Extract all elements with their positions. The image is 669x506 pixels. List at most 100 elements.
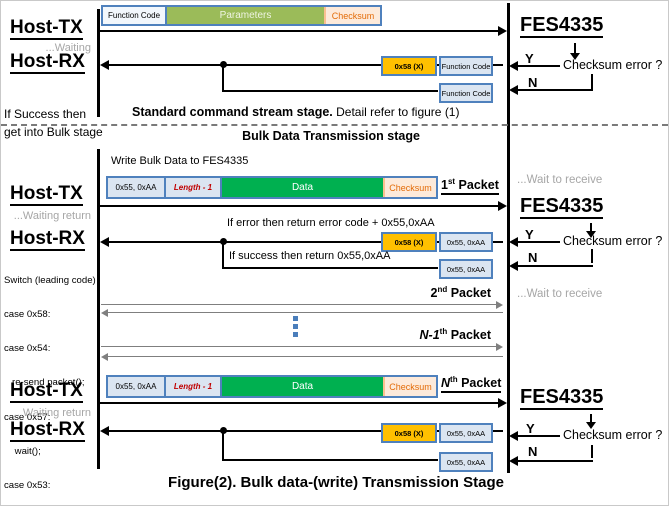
code-line: case 0x54: [4, 343, 51, 355]
packet-n-1-rx-line [108, 356, 503, 357]
fes-down-arrow-3-line [590, 414, 592, 423]
checksum-question-2: Checksum error ? [563, 234, 663, 248]
no-arrow-1-head [509, 85, 518, 95]
fes-down-arrow-1-head [570, 53, 580, 60]
function-code-label: Function Code [107, 11, 161, 20]
rx-branch-vertical-2 [222, 241, 224, 269]
code-line: case 0x57: [4, 411, 51, 423]
error-code-box-3: 0x58 (X) [381, 423, 437, 443]
wait-to-receive-1: ...Wait to receive [517, 174, 603, 186]
code-line: re-send packet(); [4, 377, 85, 389]
data-field: Data [222, 178, 383, 197]
host-tx-label-1: Host-TX [10, 17, 83, 40]
host-tx-label-3: Host-TX [10, 380, 83, 403]
data-label: Data [291, 381, 314, 392]
host-rx-label-3: Host-RX [10, 419, 85, 442]
checksum-question-3: Checksum error ? [563, 428, 663, 442]
no-arrow-2-head [509, 261, 518, 271]
yes-arrow-3-line [516, 435, 560, 437]
checksum-field: Checksum [383, 178, 436, 197]
code-line: wait(); [4, 445, 41, 457]
packet-2-label: 2nd Packet [430, 285, 491, 300]
yes-arrow-2-head [509, 237, 518, 247]
checksum-field: Checksum [324, 7, 380, 24]
figure-caption: Figure(2). Bulk data-(write) Transmissio… [168, 474, 504, 491]
packet-n-1-rx-head [101, 353, 108, 361]
fes-down-arrow-2-head [586, 231, 596, 238]
fes-down-arrow-1-line [574, 43, 576, 54]
parameters-label: Parameters [219, 10, 272, 21]
fes-down-arrow-2-line [590, 223, 592, 232]
no-label-2: N [528, 250, 538, 265]
packet-2-tx-head [496, 301, 503, 309]
checksum-field: Checksum [383, 377, 436, 396]
wait-to-receive-2: ...Wait to receive [517, 288, 603, 300]
host-tx-label-2: Host-TX [10, 183, 83, 206]
question-branch-3 [591, 445, 593, 458]
switch-code-block: Switch (leading code) case 0x58: case 0x… [4, 252, 96, 505]
fes-title-1: FES4335 [520, 14, 604, 38]
waiting-label-1: ...Waiting [45, 42, 91, 54]
code-line: case 0x58: [4, 309, 51, 321]
no-arrow-3-line [516, 460, 593, 462]
yes-arrow-1-head [509, 61, 518, 71]
parameters-field: Parameters [167, 7, 324, 24]
packet-2-tx-line [101, 304, 497, 305]
rx-arrow-1-head [100, 60, 109, 70]
checksum-label: Checksum [331, 10, 375, 21]
waiting-return-2: ...Waiting return [13, 407, 91, 419]
sync-response-box-2a: 0x55, 0xAA [439, 232, 493, 252]
yes-label-3: Y [526, 421, 535, 436]
transition-note-line1: If Success then [4, 107, 87, 121]
tx-arrow-2-head [498, 201, 507, 211]
bulk-packet-n: 0x55, 0xAA Length - 1 Data Checksum [106, 375, 438, 398]
write-bulk-data-label: Write Bulk Data to FES4335 [111, 155, 249, 167]
packet-n-1-tx-line [101, 346, 497, 347]
packet-2-rx-line [108, 312, 503, 313]
sync-field: 0x55, 0xAA [108, 377, 166, 396]
host-rx-label-2: Host-RX [10, 228, 85, 251]
question-branch-2 [591, 249, 593, 263]
code-line: case 0x53: [4, 480, 51, 492]
rx-branch-horizontal-3 [222, 459, 438, 461]
if-error-note: If error then return error code + 0x55,0… [227, 217, 435, 229]
yes-arrow-2-line [516, 241, 560, 243]
yes-label-1: Y [525, 51, 534, 66]
checksum-label: Checksum [389, 182, 432, 193]
checksum-label: Checksum [389, 381, 432, 392]
if-success-note: If success then return 0x55,0xAA [229, 250, 391, 262]
fes-lifeline [507, 3, 510, 473]
length-label: Length - 1 [173, 183, 213, 192]
rx-branch-vertical-1 [222, 64, 224, 92]
packet-n-1-tx-head [496, 343, 503, 351]
error-code-box-2: 0x58 (X) [381, 232, 437, 252]
tx-arrow-3-head [498, 398, 507, 408]
bulk-packet-1: 0x55, 0xAA Length - 1 Data Checksum [106, 176, 438, 199]
fes-down-arrow-3-head [586, 422, 596, 429]
rx-branch-vertical-3 [222, 430, 224, 461]
question-branch-1 [591, 74, 593, 89]
error-code-box-1: 0x58 (X) [381, 56, 437, 76]
tx-arrow-3-line [100, 402, 500, 404]
data-label: Data [291, 182, 314, 193]
host-lifeline-bulk [97, 149, 100, 469]
packet-2-rx-head [101, 309, 108, 317]
fes-title-3: FES4335 [520, 386, 604, 410]
length-field: Length - 1 [166, 178, 222, 197]
no-label-1: N [528, 75, 538, 90]
rx-arrow-2-head [100, 237, 109, 247]
data-field: Data [222, 377, 383, 396]
rx-arrow-2-line [107, 241, 503, 243]
yes-arrow-1-line [516, 65, 560, 67]
rx-arrow-3-line [107, 430, 503, 432]
sync-response-box-3a: 0x55, 0xAA [439, 423, 493, 443]
sync-response-box-3b: 0x55, 0xAA [439, 452, 493, 472]
function-code-response-box-2: Function Code [439, 83, 493, 103]
rx-branch-horizontal-1 [222, 90, 438, 92]
tx-arrow-2-line [100, 205, 500, 207]
no-label-3: N [528, 444, 538, 459]
length-field: Length - 1 [166, 377, 222, 396]
sync-label: 0x55, 0xAA [115, 183, 157, 192]
function-code-field: Function Code [103, 7, 167, 24]
length-label: Length - 1 [173, 382, 213, 391]
